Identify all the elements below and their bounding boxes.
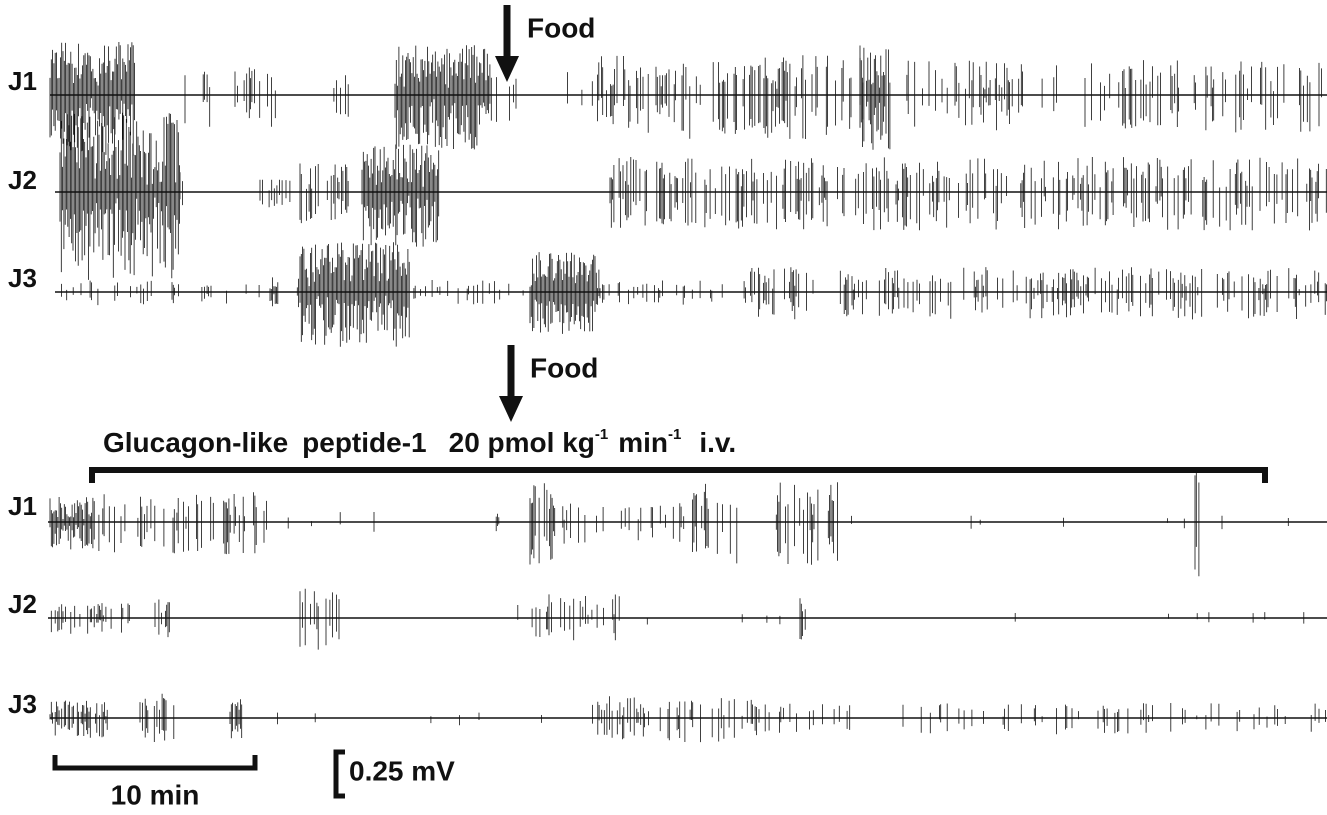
treatment-label: Glucagon-like peptide-1 20 pmol kg-1 min-1 i… <box>103 426 736 458</box>
food-label: Food <box>527 12 595 43</box>
trace-burst <box>49 497 95 550</box>
trace-burst <box>517 594 620 641</box>
food-arrow <box>499 345 523 422</box>
trace-burst <box>775 482 838 565</box>
food-arrow <box>495 5 519 82</box>
trace-burst <box>692 483 738 564</box>
trace-burst <box>277 712 542 726</box>
trace-burst <box>859 45 891 150</box>
trace-burst <box>259 179 291 208</box>
trace-burst <box>592 696 760 743</box>
trace-burst <box>799 598 806 640</box>
trace-burst <box>49 42 135 156</box>
trace-label: J2 <box>8 589 37 619</box>
trace-burst <box>229 699 243 739</box>
trace-burst <box>490 77 517 122</box>
trace-burst <box>413 280 524 305</box>
traces <box>48 42 1327 743</box>
trace-label: J1 <box>8 66 37 96</box>
trace-burst <box>394 45 491 150</box>
trace-burst <box>154 599 170 638</box>
trace-burst <box>287 512 500 532</box>
trace-burst <box>299 588 340 650</box>
trace-burst <box>646 612 1305 625</box>
trace-burst <box>49 700 108 738</box>
trace-burst <box>179 172 183 206</box>
trace-burst <box>299 163 349 224</box>
trace-burst <box>50 603 130 634</box>
time-scale-bar <box>52 755 258 771</box>
trace-burst <box>567 55 864 139</box>
trace-burst <box>61 280 260 306</box>
trace-burst <box>851 515 1289 530</box>
trace-label: J1 <box>8 491 37 521</box>
amplitude-scale-bar <box>333 749 345 799</box>
treatment-bracket <box>89 467 1268 483</box>
trace-label: J2 <box>8 165 37 195</box>
trace-burst <box>609 157 1327 231</box>
trace-burst <box>139 693 175 742</box>
trace-burst <box>743 267 1327 320</box>
trace-burst <box>1194 472 1200 577</box>
trace-burst <box>361 144 440 247</box>
trace-burst <box>529 483 556 565</box>
time-scale-label: 10 min <box>111 779 200 810</box>
trace-burst <box>562 503 685 544</box>
trace-burst <box>906 60 1322 133</box>
trace-burst <box>59 112 180 280</box>
trace-burst <box>333 75 349 117</box>
trace-burst <box>234 67 276 127</box>
trace-burst <box>529 252 600 334</box>
trace-burst <box>299 242 410 347</box>
trace-burst <box>98 492 267 555</box>
amplitude-scale-label: 0.25 mV <box>349 755 455 786</box>
trace-burst <box>184 71 211 127</box>
trace-burst <box>599 280 723 305</box>
food-label: Food <box>530 352 598 383</box>
trace-label: J3 <box>8 263 37 293</box>
trace-burst <box>764 703 1326 735</box>
trace-burst <box>269 277 299 308</box>
trace-label: J3 <box>8 689 37 719</box>
